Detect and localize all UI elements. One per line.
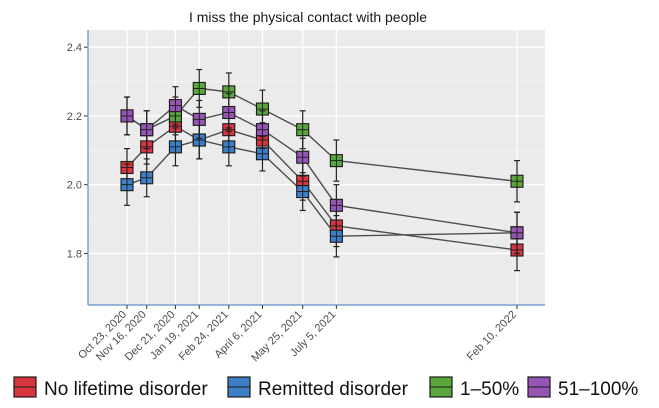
- y-tick-label: 2.0: [67, 180, 82, 192]
- x-tick-label: Feb 10, 2022: [465, 309, 519, 363]
- y-tick-label: 2.4: [67, 42, 82, 54]
- legend: No lifetime disorder Remitted disorder 1–5…: [13, 376, 638, 400]
- legend-label: Remitted disorder: [258, 379, 409, 400]
- legend-label: 51–100%: [558, 379, 638, 400]
- panel-background: [88, 30, 545, 305]
- y-tick-label: 1.8: [67, 248, 82, 260]
- legend-label: No lifetime disorder: [44, 379, 208, 400]
- series-group: [120, 86, 524, 255]
- y-tick-label: 2.2: [67, 111, 82, 123]
- chart-title: I miss the physical contact with people: [189, 9, 427, 25]
- legend-label: 1–50%: [460, 379, 519, 400]
